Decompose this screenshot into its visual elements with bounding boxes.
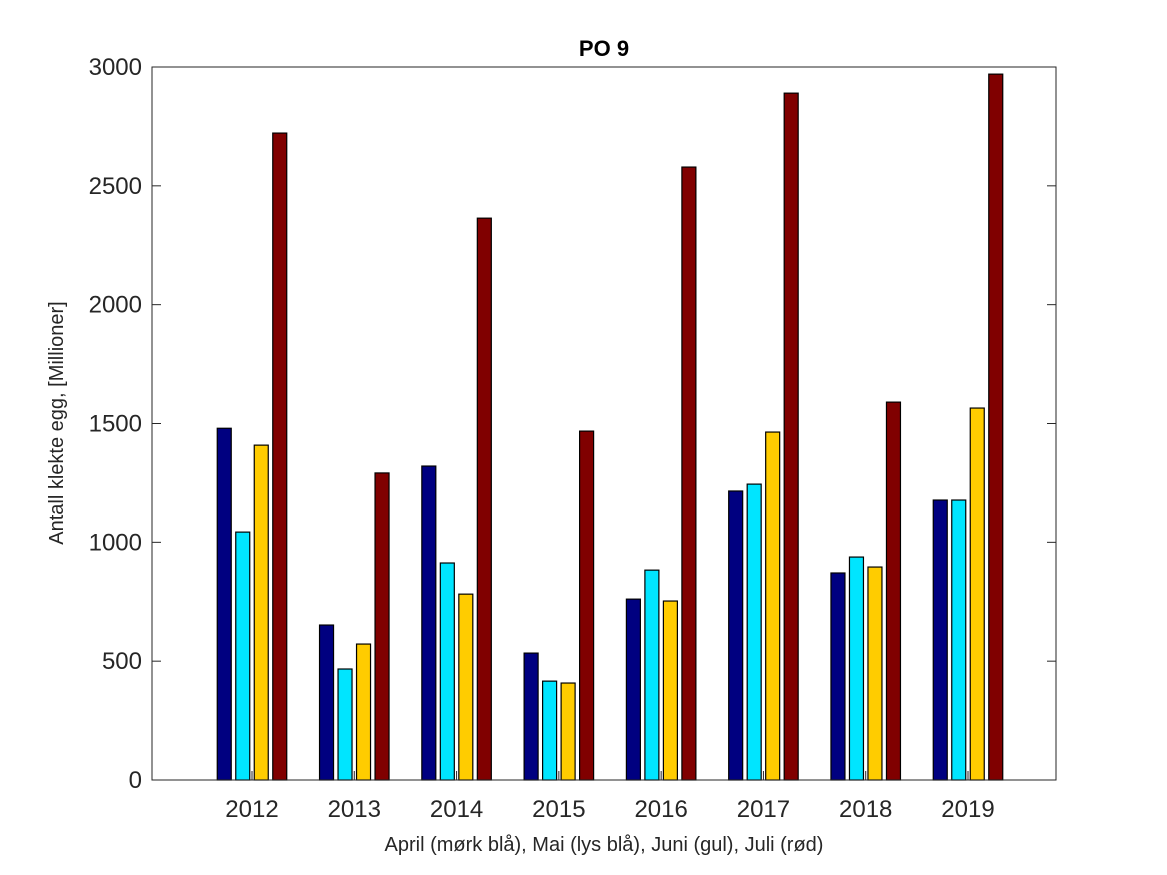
bar-juli-2017 bbox=[783, 92, 799, 781]
bar-mai-2016 bbox=[644, 569, 660, 781]
bar-mai-2013 bbox=[337, 668, 353, 781]
bar-april-2016 bbox=[625, 598, 641, 781]
bar-mai-2012 bbox=[235, 531, 251, 781]
y-tick-label: 2500 bbox=[89, 173, 142, 200]
y-tick-label: 500 bbox=[102, 648, 142, 675]
y-tick-label: 2000 bbox=[89, 292, 142, 319]
bar-juni-2014 bbox=[458, 593, 474, 781]
x-tick-label: 2013 bbox=[328, 796, 381, 823]
bar-april-2014 bbox=[421, 465, 437, 781]
y-tick-label: 1000 bbox=[89, 529, 142, 556]
bar-april-2013 bbox=[318, 624, 335, 781]
y-axis-label: Antall klekte egg, [Millioner] bbox=[46, 301, 68, 544]
bar-juli-2013 bbox=[374, 472, 390, 781]
bar-april-2012 bbox=[216, 427, 232, 781]
bar-juli-2018 bbox=[885, 401, 902, 781]
bar-mai-2014 bbox=[439, 562, 455, 781]
bar-mai-2019 bbox=[951, 499, 967, 781]
bar-juli-2012 bbox=[272, 132, 288, 781]
bar-mai-2015 bbox=[542, 680, 558, 781]
x-axis-label: April (mørk blå), Mai (lys blå), Juni (g… bbox=[385, 834, 824, 856]
bar-april-2015 bbox=[523, 652, 539, 781]
bar-juli-2015 bbox=[579, 430, 595, 781]
x-tick-label: 2018 bbox=[839, 796, 892, 823]
bar-juli-2019 bbox=[988, 73, 1004, 781]
x-tick-label: 2019 bbox=[941, 796, 994, 823]
x-tick-label: 2016 bbox=[634, 796, 687, 823]
bar-mai-2018 bbox=[848, 556, 865, 781]
bar-juni-2012 bbox=[253, 444, 269, 781]
bar-juli-2014 bbox=[476, 217, 492, 781]
bar-juni-2019 bbox=[969, 407, 985, 781]
bar-juni-2017 bbox=[765, 431, 781, 781]
bar-april-2018 bbox=[830, 572, 846, 781]
chart-title: PO 9 bbox=[579, 36, 629, 61]
y-tick-label: 1500 bbox=[89, 411, 142, 438]
bar-april-2017 bbox=[728, 490, 744, 781]
bar-juli-2016 bbox=[681, 166, 697, 781]
x-tick-label: 2012 bbox=[225, 796, 278, 823]
bar-juni-2018 bbox=[867, 566, 883, 781]
bar-mai-2017 bbox=[746, 483, 762, 781]
x-tick-label: 2014 bbox=[430, 796, 483, 823]
bar-juni-2015 bbox=[560, 682, 576, 781]
x-tick-label: 2015 bbox=[532, 796, 585, 823]
plot-frame bbox=[151, 66, 1057, 781]
bar-april-2019 bbox=[932, 499, 948, 781]
y-tick-label: 3000 bbox=[89, 54, 142, 81]
bar-juni-2016 bbox=[662, 600, 678, 781]
y-tick-label: 0 bbox=[129, 767, 142, 794]
x-tick-label: 2017 bbox=[737, 796, 790, 823]
bar-juni-2013 bbox=[355, 643, 372, 781]
